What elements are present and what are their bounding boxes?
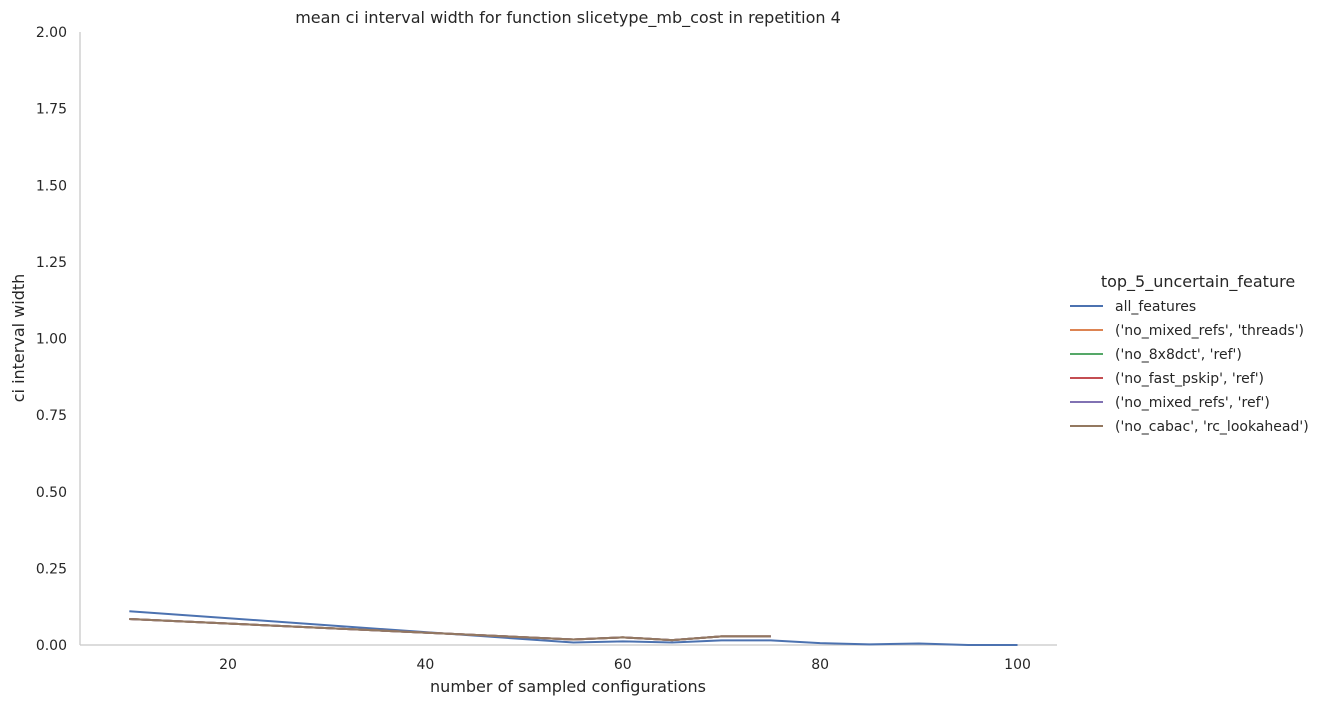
y-tick-label: 0.50 xyxy=(36,485,67,501)
axes xyxy=(79,32,1057,646)
y-tick-label: 0.00 xyxy=(36,638,67,654)
legend: top_5_uncertain_feature all_features ('no… xyxy=(1070,272,1309,435)
y-tick-labels: 0.00 0.25 0.50 0.75 1.00 1.25 1.50 1.75 2.00 xyxy=(36,25,67,654)
x-tick-label: 40 xyxy=(416,657,434,673)
x-tick-label: 100 xyxy=(1004,657,1031,673)
legend-title: top_5_uncertain_feature xyxy=(1101,272,1295,292)
y-axis-label: ci interval width xyxy=(9,274,28,403)
legend-label: ('no_mixed_refs', 'ref') xyxy=(1115,395,1270,411)
series-line-1 xyxy=(129,617,771,642)
legend-label: ('no_mixed_refs', 'threads') xyxy=(1115,323,1304,339)
legend-label: ('no_8x8dct', 'ref') xyxy=(1115,347,1242,363)
y-tick-label: 1.75 xyxy=(36,102,67,118)
y-tick-label: 0.25 xyxy=(36,561,67,577)
series-lines xyxy=(129,610,1018,646)
x-tick-labels: 20 40 60 80 100 xyxy=(219,657,1031,673)
series-line-5 xyxy=(129,617,771,642)
y-tick-label: 2.00 xyxy=(36,25,67,41)
x-tick-label: 60 xyxy=(614,657,632,673)
legend-label: all_features xyxy=(1115,299,1196,315)
legend-items: all_features ('no_mixed_refs', 'threads')… xyxy=(1070,299,1309,435)
chart-title: mean ci interval width for function slic… xyxy=(295,8,841,28)
x-axis-label: number of sampled configurations xyxy=(430,677,706,696)
series-line-0 xyxy=(129,610,1018,646)
legend-label: ('no_cabac', 'rc_lookahead') xyxy=(1115,419,1309,435)
x-tick-label: 80 xyxy=(811,657,829,673)
y-tick-label: 1.50 xyxy=(36,178,67,194)
series-line-2 xyxy=(129,617,771,642)
x-tick-label: 20 xyxy=(219,657,237,673)
y-tick-label: 1.00 xyxy=(36,332,67,348)
y-tick-label: 0.75 xyxy=(36,408,67,424)
series-line-4 xyxy=(129,617,771,642)
series-line-3 xyxy=(129,617,771,642)
legend-label: ('no_fast_pskip', 'ref') xyxy=(1115,371,1264,387)
y-tick-label: 1.25 xyxy=(36,255,67,271)
